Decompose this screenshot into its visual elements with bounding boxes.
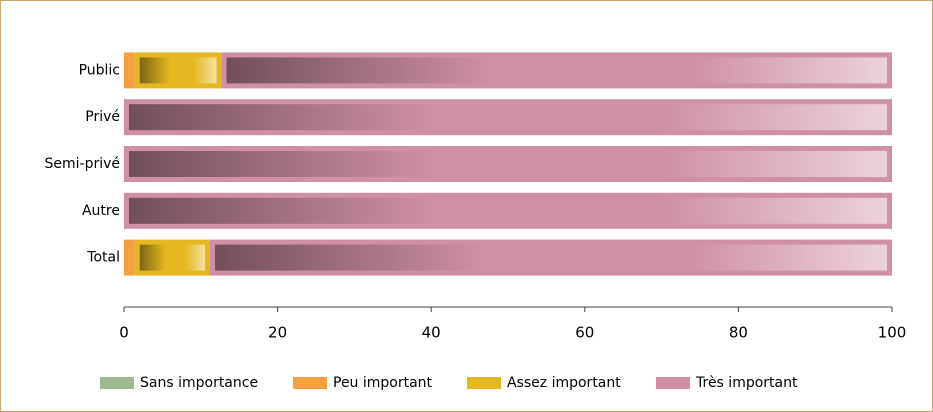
bar-shading	[226, 57, 887, 84]
legend-label: Peu important	[333, 375, 433, 391]
legend-label: Très important	[695, 375, 798, 391]
legend-swatch	[656, 377, 690, 389]
bar-shading	[129, 197, 887, 224]
y-tick-label: Privé	[85, 109, 120, 125]
bar-shading	[129, 151, 887, 177]
bar-shading	[215, 244, 888, 271]
y-tick-label: Total	[86, 250, 120, 266]
bar-shading	[139, 244, 206, 271]
legend-swatch	[467, 377, 501, 389]
legend-swatch	[293, 377, 327, 389]
y-tick-label: Public	[79, 62, 120, 78]
x-tick-label: 100	[878, 324, 907, 342]
bar-shading	[129, 244, 130, 271]
y-tick-label: Autre	[82, 203, 120, 219]
x-tick-label: 20	[268, 324, 287, 342]
legend-label: Assez important	[507, 375, 621, 391]
x-tick-label: 60	[575, 324, 594, 342]
x-tick-label: 80	[729, 324, 748, 342]
x-tick-label: 40	[422, 324, 441, 342]
bar-shading	[129, 104, 887, 131]
x-tick-label: 0	[119, 324, 129, 342]
legend-label: Sans importance	[140, 375, 258, 391]
bar-shading	[129, 57, 130, 84]
y-tick-label: Semi-privé	[44, 156, 120, 172]
legend-swatch	[100, 377, 134, 389]
bar-shading	[139, 57, 217, 84]
